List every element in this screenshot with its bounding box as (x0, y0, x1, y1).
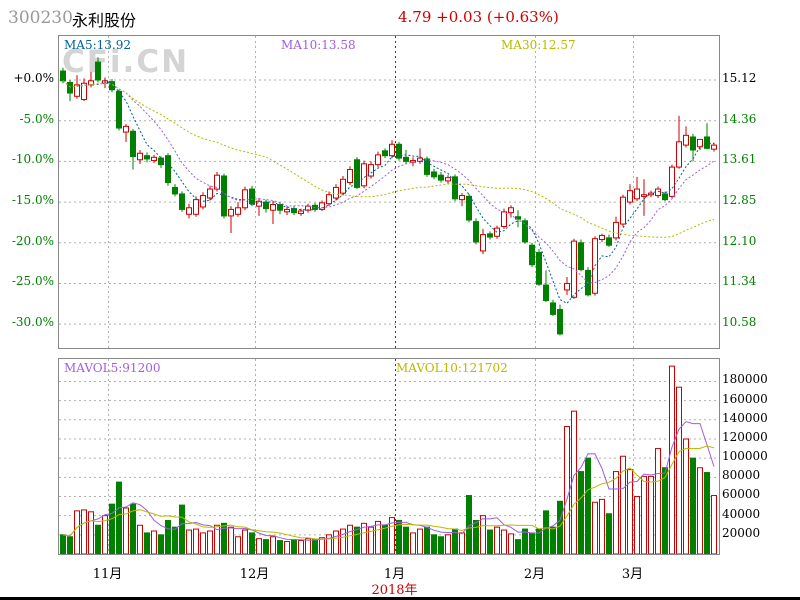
pct-tick-4: -20.0% (11, 233, 54, 248)
vol-tick-0: 180000 (722, 372, 768, 387)
pct-tick-1: -5.0% (19, 111, 54, 126)
pct-tick-5: -25.0% (11, 274, 54, 289)
month-label-4: 3月 (621, 567, 644, 582)
price-tick-5: 11.34 (722, 274, 757, 289)
price-tick-3: 12.85 (722, 193, 757, 208)
ma-label-0: MA5:13.92 (64, 38, 131, 52)
ma-label-1: MA10:13.58 (281, 38, 356, 52)
stock-name: 永利股份 (72, 11, 137, 30)
month-label-0: 11月 (92, 567, 123, 582)
watermark-logo: CFi.CN (62, 44, 190, 80)
volume-chart (59, 359, 719, 554)
month-label-3: 2月 (523, 567, 546, 582)
month-label-1: 12月 (239, 567, 270, 582)
ma-label-2: MA30:12.57 (501, 38, 576, 52)
price-tick-6: 10.58 (722, 315, 757, 330)
month-label-2: 1月 (383, 567, 406, 582)
price-tick-2: 13.61 (722, 152, 757, 167)
mavol-label-0: MAVOL5:91200 (64, 361, 161, 375)
year-label: 2018年 (371, 583, 418, 598)
price-tick-4: 12.10 (722, 233, 757, 248)
vol-tick-1: 160000 (722, 391, 768, 406)
pct-tick-0: +0.0% (13, 71, 54, 85)
price-tick-1: 14.36 (722, 111, 757, 126)
bottom-edge-strip (0, 597, 800, 600)
vol-tick-7: 40000 (722, 506, 761, 521)
vol-tick-4: 100000 (722, 449, 768, 464)
vol-tick-3: 120000 (722, 429, 768, 444)
vol-tick-6: 60000 (722, 487, 761, 502)
stock-code: 300230 (8, 8, 73, 28)
pct-tick-6: -30.0% (11, 315, 54, 330)
vol-tick-8: 20000 (722, 525, 761, 540)
pct-tick-3: -15.0% (11, 193, 54, 208)
volume-pane: MAVOL5:91200 MAVOL10:121702 (58, 358, 720, 555)
vol-tick-2: 140000 (722, 410, 768, 425)
pct-tick-2: -10.0% (11, 152, 54, 167)
price-tick-0: 15.12 (722, 71, 757, 85)
candlestick-chart (59, 36, 719, 348)
candlestick-pane: MA5:13.92 MA10:13.58 MA30:12.57 (58, 35, 720, 349)
mavol-label-1: MAVOL10:121702 (396, 361, 508, 375)
vol-tick-5: 80000 (722, 468, 761, 483)
price-quote: 4.79 +0.03 (+0.63%) (398, 8, 559, 26)
